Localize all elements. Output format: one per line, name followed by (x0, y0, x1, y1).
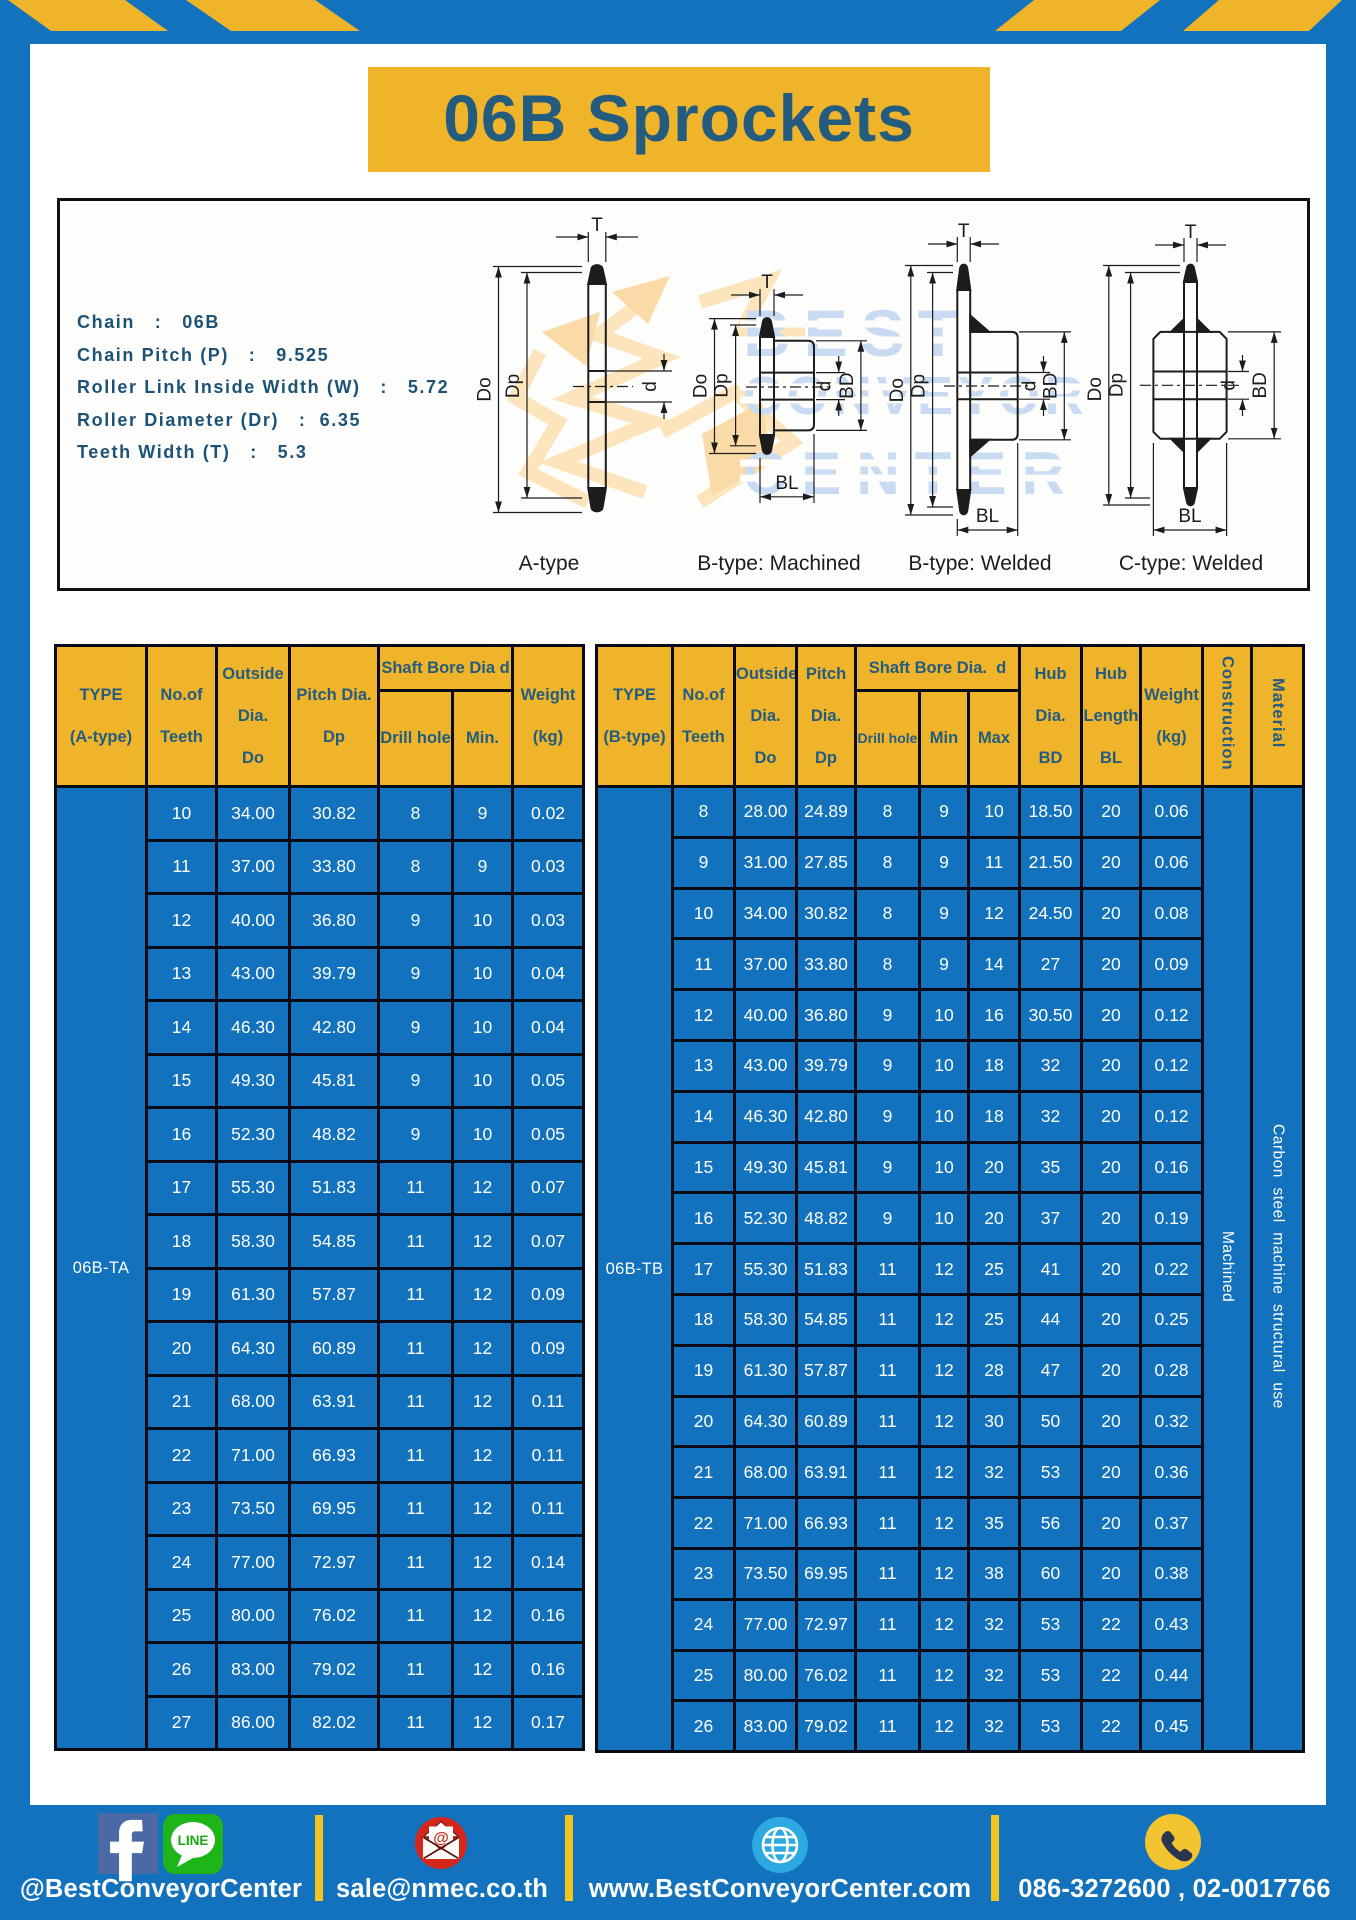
svg-text:Dp: Dp (712, 373, 733, 397)
svg-text:Dp: Dp (909, 374, 930, 398)
svg-text:T: T (958, 221, 970, 242)
svg-text:BL: BL (775, 473, 798, 494)
svg-text:Do: Do (887, 378, 908, 402)
svg-text:Do: Do (1085, 377, 1106, 401)
svg-text:BD: BD (837, 372, 858, 398)
svg-text:d: d (1219, 380, 1240, 391)
svg-text:Do: Do (691, 374, 712, 398)
svg-text:@: @ (433, 1830, 449, 1847)
svg-text:d: d (1020, 381, 1041, 392)
svg-text:T: T (761, 272, 773, 293)
svg-text:BEST: BEST (743, 296, 971, 370)
svg-text:T: T (1185, 222, 1197, 243)
svg-text:BD: BD (1250, 372, 1271, 398)
svg-text:BL: BL (1178, 506, 1201, 527)
svg-text:LINE: LINE (178, 1833, 209, 1848)
svg-text:Dp: Dp (1107, 373, 1128, 397)
svg-text:d: d (815, 381, 836, 392)
svg-text:Do: Do (475, 377, 496, 401)
svg-text:d: d (640, 381, 661, 392)
svg-text:BL: BL (976, 506, 999, 527)
svg-text:BD: BD (1040, 373, 1061, 399)
svg-text:Dp: Dp (503, 374, 524, 398)
svg-text:T: T (591, 215, 603, 236)
